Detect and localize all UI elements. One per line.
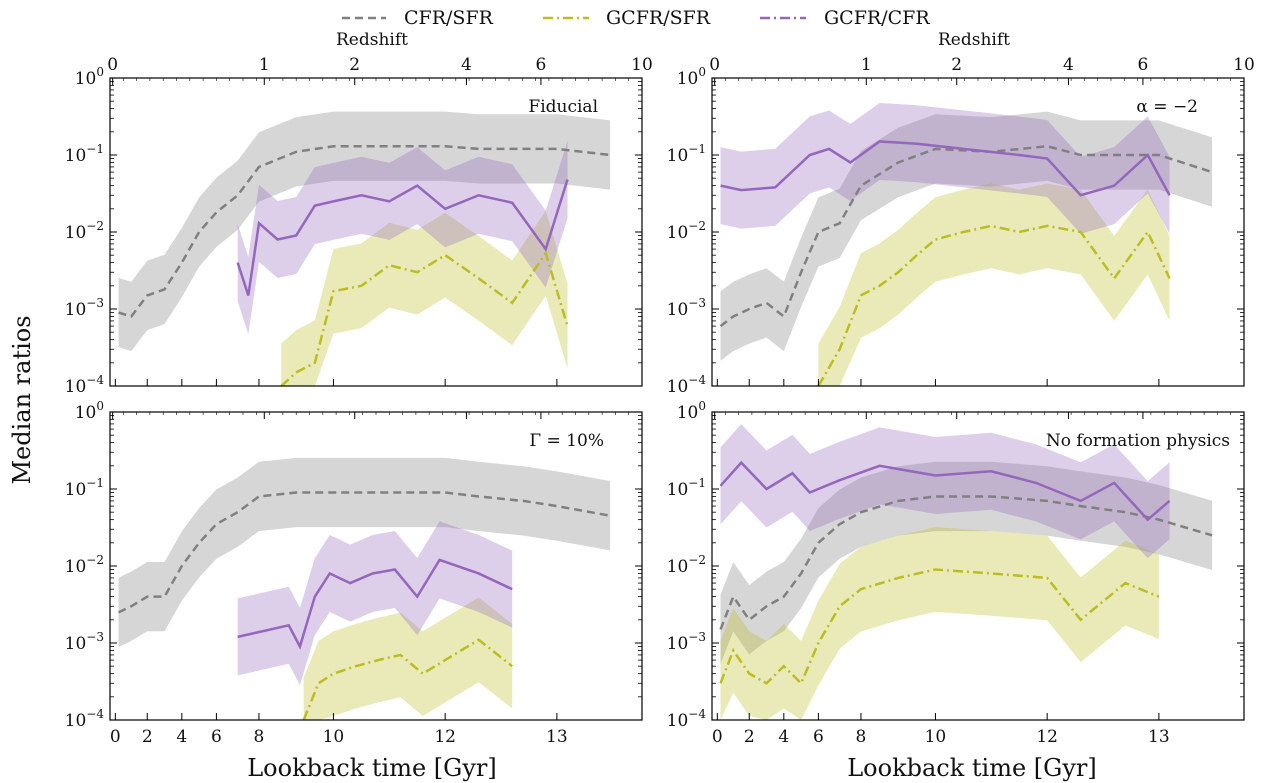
z-tick-label: 6: [536, 55, 547, 75]
panel-label: α = −2: [1136, 97, 1198, 117]
band-gcfr-sfr: [720, 527, 1159, 720]
band-gcfr-sfr: [303, 597, 513, 720]
x-axis-label-left: Lookback time [Gyr]: [247, 754, 497, 782]
series-line-cfr-sfr: [719, 144, 1213, 328]
x-tick-label: 12: [434, 727, 456, 747]
band-gcfr-cfr: [720, 102, 1170, 234]
y-axis-label: Median ratios: [8, 315, 36, 484]
z-tick-label: 4: [461, 55, 472, 75]
band-gcfr-cfr: [237, 141, 568, 334]
z-tick-label: 4: [1063, 55, 1074, 75]
x-tick-label: 0: [712, 727, 723, 747]
band-cfr-sfr: [118, 111, 611, 352]
series-line-gcfr-cfr: [236, 179, 569, 296]
z-tick-label: 1: [259, 55, 270, 75]
z-tick-label: 0: [107, 55, 118, 75]
x-tick-label: 6: [813, 727, 824, 747]
y-tick-label: 10−4: [667, 373, 707, 397]
z-tick-label: 10: [1233, 55, 1255, 75]
legend-label-cfr-sfr: CFR/SFR: [404, 7, 494, 29]
band-gcfr-cfr: [720, 424, 1170, 559]
panel-3: 100 10−1 10−2 10−3 10−40 2 4 6 8 10 12 13 No formati…: [667, 399, 1245, 747]
series-line-gcfr-cfr: [720, 140, 1171, 197]
y-tick-label: 10−4: [65, 707, 105, 731]
x-tick-label: 6: [211, 727, 222, 747]
y-tick-label: 100: [75, 65, 104, 89]
y-tick-label: 10−1: [667, 142, 706, 166]
y-tick-label: 10−2: [65, 553, 104, 577]
series-line-cfr-sfr: [118, 144, 611, 318]
x-tick-label: 8: [254, 727, 265, 747]
plot-area: [118, 111, 611, 386]
plot-area: [719, 424, 1213, 720]
y-tick-label: 10−2: [65, 219, 104, 243]
x-tick-label: 10: [925, 727, 947, 747]
z-tick-label: 2: [951, 55, 962, 75]
y-tick-label: 10−2: [667, 219, 706, 243]
plot-area: [719, 102, 1213, 386]
x-tick-label: 8: [856, 727, 867, 747]
panel-2: 100 10−1 10−2 10−3 10−40 2 4 6 8 10 12 13 Γ = 10%: [65, 399, 643, 747]
x-tick-label: 10: [323, 727, 345, 747]
legend-label-gcfr-cfr: GCFR/CFR: [824, 7, 930, 29]
y-tick-label: 10−4: [65, 373, 105, 397]
y-tick-label: 10−3: [667, 296, 706, 320]
legend: CFR/SFR GCFR/SFR GCFR/CFR: [342, 7, 930, 29]
z-tick-label: 0: [709, 55, 720, 75]
y-tick-label: 10−3: [65, 630, 104, 654]
x-tick-label: 0: [110, 727, 121, 747]
z-tick-label: 6: [1138, 55, 1149, 75]
x-tick-label: 13: [1148, 727, 1170, 747]
y-tick-label: 10−3: [65, 296, 104, 320]
y-tick-label: 10−2: [667, 553, 706, 577]
panel-1: 100 10−1 10−2 10−3 10−4 0 1 2 4 6 10 α = −2: [667, 55, 1255, 397]
band-cfr-sfr: [118, 457, 611, 648]
x-tick-label: 2: [142, 727, 153, 747]
series-line-gcfr-sfr: [719, 568, 1160, 686]
band-cfr-sfr: [720, 111, 1213, 361]
y-tick-label: 10−1: [667, 476, 706, 500]
y-tick-label: 10−1: [65, 476, 104, 500]
panel-label: Γ = 10%: [529, 431, 604, 451]
z-tick-label: 2: [349, 55, 360, 75]
series-line-cfr-sfr: [719, 495, 1213, 630]
x-tick-label: 13: [546, 727, 568, 747]
y-tick-label: 10−4: [667, 707, 707, 731]
panel-label: Fiducial: [528, 97, 598, 117]
series-line-cfr-sfr: [117, 491, 611, 614]
x-axis-label-right: Lookback time [Gyr]: [847, 754, 1097, 782]
x-tick-label: 12: [1036, 727, 1058, 747]
panel-0: 100 10−1 10−2 10−3 10−4 0 1 2 4 6 10 Fiducial: [65, 55, 653, 397]
series-line-gcfr-cfr: [237, 558, 513, 650]
top-axis-label-left: Redshift: [336, 30, 408, 50]
top-axis-label-right: Redshift: [938, 30, 1010, 50]
y-tick-label: 10−1: [65, 142, 104, 166]
series-line-gcfr-sfr: [302, 638, 513, 720]
y-tick-label: 100: [677, 399, 706, 423]
x-tick-label: 4: [176, 727, 187, 747]
plot-area: [117, 457, 611, 720]
y-tick-label: 10−3: [667, 630, 706, 654]
y-tick-label: 100: [75, 399, 104, 423]
band-gcfr-sfr: [281, 210, 568, 386]
x-tick-label: 2: [744, 727, 755, 747]
z-tick-label: 10: [631, 55, 653, 75]
panel-label: No formation physics: [1046, 431, 1230, 451]
band-cfr-sfr: [720, 461, 1213, 665]
series-line-gcfr-sfr: [817, 224, 1171, 386]
x-tick-label: 4: [778, 727, 789, 747]
series-line-gcfr-cfr: [719, 460, 1171, 522]
legend-label-gcfr-sfr: GCFR/SFR: [606, 7, 711, 29]
y-tick-label: 100: [677, 65, 706, 89]
z-tick-label: 1: [861, 55, 872, 75]
